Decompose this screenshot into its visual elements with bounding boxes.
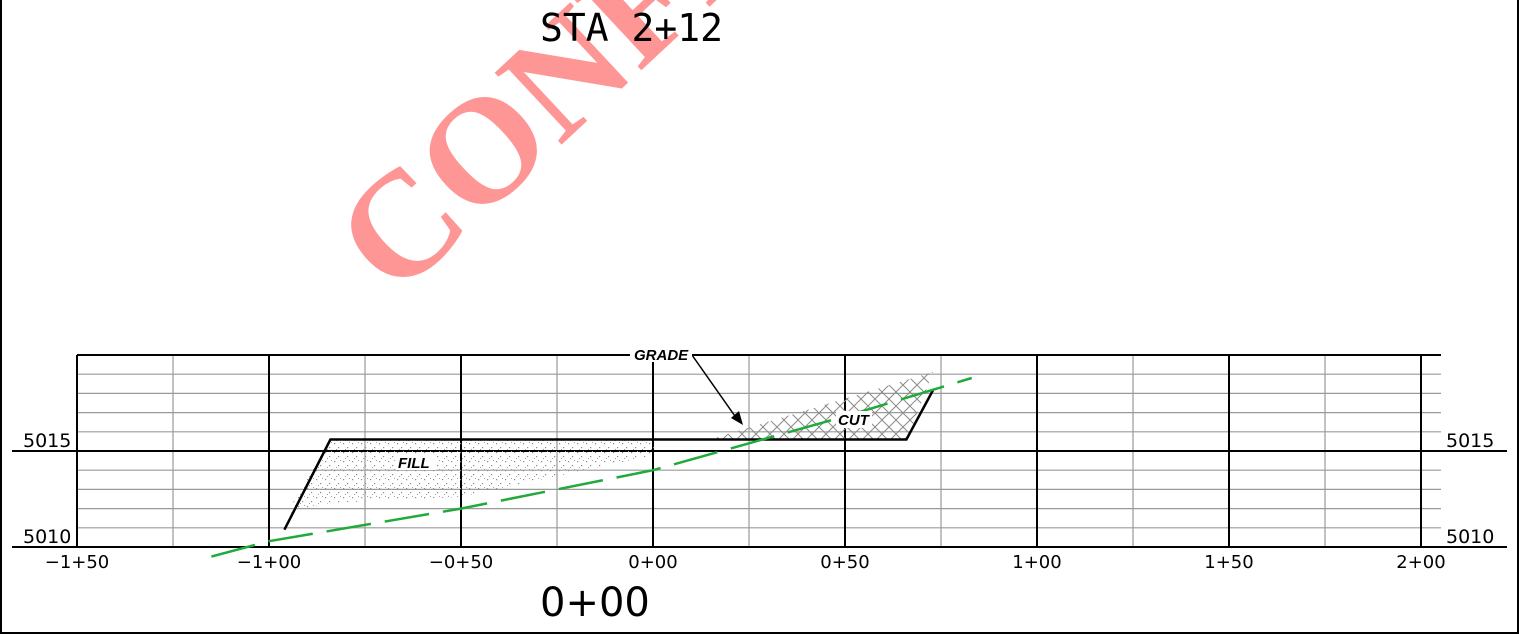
section-title: STA 2+12 bbox=[540, 6, 723, 50]
footer-station-label: 0+00 bbox=[540, 580, 650, 626]
grade-label-bg bbox=[630, 346, 692, 362]
elevation-label-right-5010: 5010 bbox=[1446, 526, 1494, 548]
station-label: 2+00 bbox=[1396, 552, 1445, 573]
station-label: 1+50 bbox=[1204, 552, 1253, 573]
station-label: −1+00 bbox=[237, 552, 302, 573]
station-labels: −1+50 −1+00 −0+50 0+00 0+50 1+00 1+50 2+00 bbox=[45, 552, 1446, 573]
station-label: −0+50 bbox=[429, 552, 494, 573]
station-label: 0+00 bbox=[628, 552, 677, 573]
cut-area bbox=[708, 372, 933, 440]
fill-callout: FILL bbox=[398, 455, 430, 472]
cut-label-bg bbox=[836, 411, 872, 428]
fill-label-bg bbox=[396, 454, 436, 470]
cut-callout: CUT bbox=[838, 412, 871, 429]
station-label: 0+50 bbox=[820, 552, 869, 573]
grade-callout: GRADE bbox=[634, 347, 689, 364]
grid-major-lines bbox=[12, 354, 1507, 548]
proposed-section-line bbox=[283, 389, 935, 531]
existing-ground-line bbox=[211, 376, 973, 558]
elevation-label-left-5010: 5010 bbox=[23, 526, 71, 548]
elevation-label-right-5015: 5015 bbox=[1446, 430, 1494, 452]
fill-area bbox=[286, 440, 655, 514]
confidential-watermark: CONFIDENTIAL bbox=[304, 0, 1271, 324]
elevation-label-left-5015: 5015 bbox=[23, 430, 71, 452]
station-label: 1+00 bbox=[1012, 552, 1061, 573]
grade-arrowhead bbox=[731, 411, 743, 425]
grade-leader-line bbox=[691, 354, 738, 420]
station-label: −1+50 bbox=[45, 552, 110, 573]
